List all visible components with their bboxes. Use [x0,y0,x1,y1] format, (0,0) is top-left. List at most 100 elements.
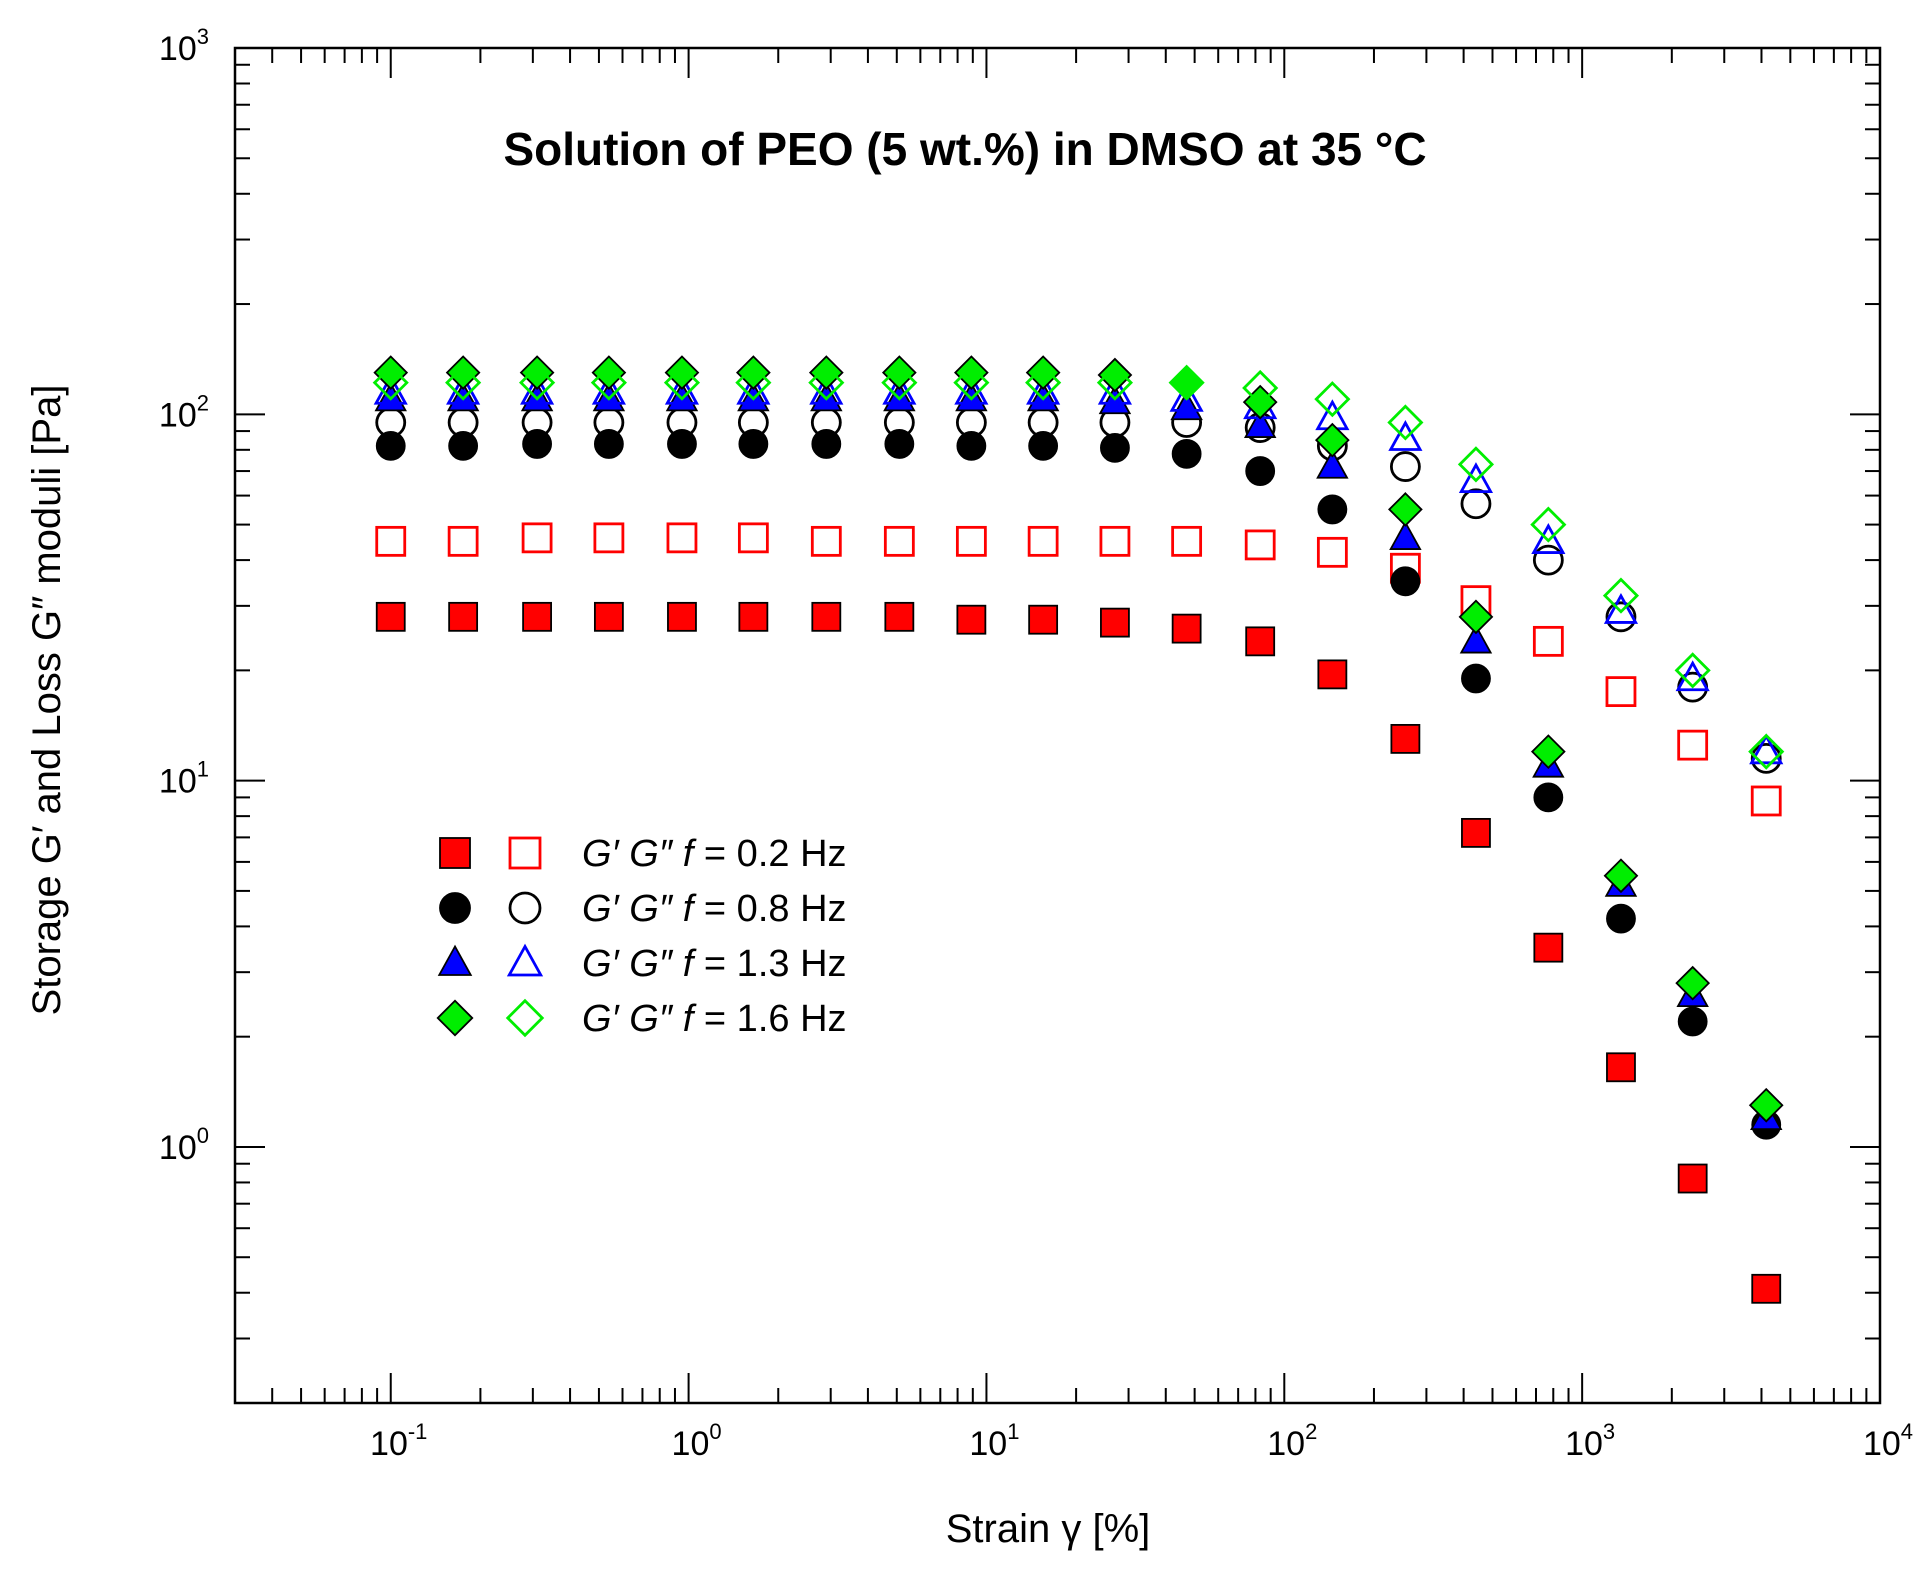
x-tick-label: 103 [1565,1419,1615,1463]
data-point [1025,355,1061,390]
data-point [1314,422,1350,458]
data-point [1388,492,1423,527]
data-point [519,355,555,390]
data-point [884,601,915,632]
data-point [1677,1163,1708,1194]
data-point [1168,364,1205,401]
chart-title: Solution of PEO (5 wt.%) in DMSO at 35 °… [503,123,1426,175]
data-point [1533,932,1564,963]
data-point [593,601,624,632]
data-point [881,364,918,401]
legend-marker-filled [439,892,471,924]
data-point [375,601,406,632]
data-point [1675,660,1710,692]
data-point [1603,592,1639,624]
data-point [956,430,987,461]
data-point [1316,536,1348,568]
data-point [808,364,845,401]
legend-marker-filled [437,944,473,976]
data-point [375,430,406,461]
data-point [1317,659,1348,690]
data-point [1606,903,1636,934]
data-point [373,355,409,390]
data-point [1169,380,1204,412]
data-point [1170,390,1203,421]
data-point [1387,404,1424,441]
data-point [1243,408,1277,438]
data-point [810,525,842,557]
y-tick-label: 103 [159,24,209,68]
data-point [666,522,698,554]
data-point [1532,625,1564,657]
data-point [445,364,482,401]
data-point [1244,529,1276,561]
data-point [1458,599,1494,635]
data-point [1458,462,1494,494]
legend-marker-filled [439,837,471,869]
series-0 [375,601,1782,1304]
data-point [884,429,915,459]
data-point [1749,733,1784,765]
data-point [1171,525,1203,557]
y-tick-label: 102 [159,390,209,434]
data-point [522,429,552,459]
data-point [1389,520,1422,550]
data-point [883,525,915,557]
legend-marker-open [505,998,545,1038]
x-axis-title: Strain γ [%] [946,1507,1151,1551]
legend-marker-open [508,836,542,870]
y-tick-label: 101 [159,757,209,801]
x-tick-label: 10-1 [370,1419,427,1463]
data-point [808,355,844,390]
data-point [953,364,990,401]
series-6 [373,355,1784,1123]
data-point [1314,381,1351,418]
data-point [1748,1087,1784,1123]
data-point [1316,449,1349,479]
data-point [1459,624,1493,654]
data-point [667,601,697,632]
data-point [953,355,989,390]
series-5 [373,373,1784,765]
data-point [1531,523,1566,554]
data-point [1317,494,1348,525]
data-point [1677,729,1709,761]
legend-marker-open [508,891,542,925]
legend-label: G′ G″ f = 0.2 Hz [582,833,847,875]
data-point [1530,734,1566,770]
data-point [1605,676,1637,708]
data-point [1602,577,1640,614]
data-point [1100,432,1130,463]
data-point [1533,782,1564,813]
data-point [1025,364,1062,401]
data-point [1099,525,1131,557]
data-point [1751,1273,1782,1304]
data-point [1242,369,1279,407]
data-point [1390,723,1421,754]
data-point [811,601,842,632]
data-point [447,525,479,557]
data-point [1677,1006,1708,1037]
data-point [1245,456,1276,486]
plot-frame-group [233,46,1882,1405]
data-point [372,364,409,401]
data-point [735,355,771,390]
series-1 [375,522,1782,817]
data-point [1389,451,1421,482]
series-2 [375,429,1782,1140]
data-point [1461,817,1491,848]
legend-label: G′ G″ f = 1.6 Hz [582,998,847,1040]
data-point [1169,365,1205,401]
data-point [591,355,627,390]
data-point [1027,525,1059,557]
data-point [664,355,700,390]
y-axis-title: Storage G′ and Loss G″ moduli [Pa] [25,385,69,1016]
x-tick-label: 102 [1267,1419,1317,1463]
data-point [593,522,625,554]
data-point [1457,446,1495,483]
series-3 [375,407,1782,774]
data-point [663,364,701,401]
data-point [1605,601,1637,633]
legend-label: G′ G″ f = 0.8 Hz [582,888,847,930]
